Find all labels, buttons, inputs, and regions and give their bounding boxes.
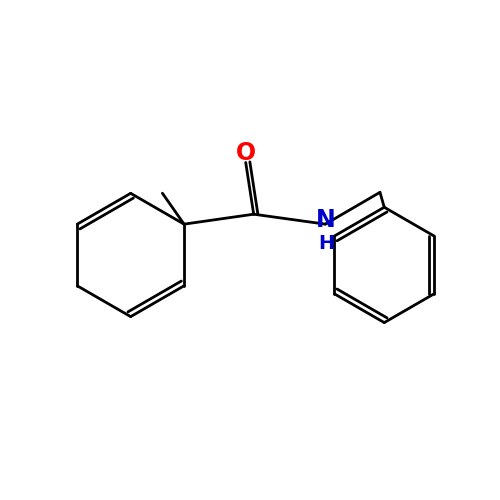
Text: H: H xyxy=(318,234,334,252)
Text: O: O xyxy=(236,140,256,164)
Text: N: N xyxy=(316,208,335,232)
